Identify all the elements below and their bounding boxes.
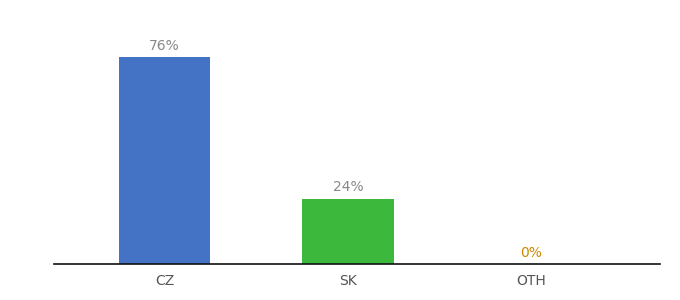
- Bar: [118, 57, 210, 264]
- Text: 24%: 24%: [333, 181, 363, 194]
- Text: 0%: 0%: [520, 246, 542, 260]
- Bar: [302, 199, 394, 264]
- Text: 76%: 76%: [149, 39, 180, 52]
